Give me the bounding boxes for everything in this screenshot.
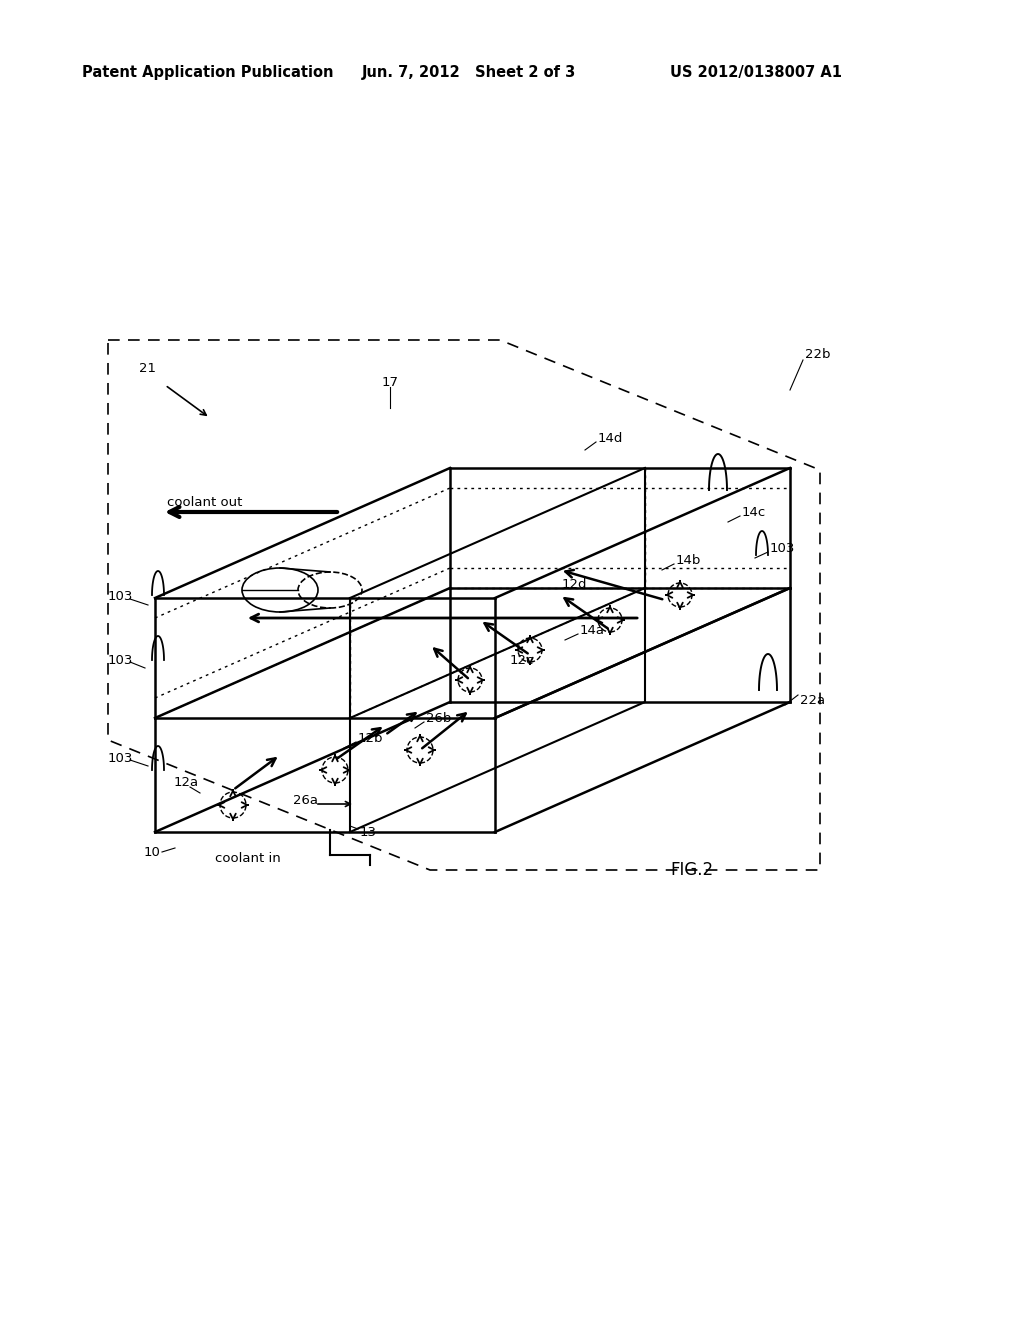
Text: Jun. 7, 2012   Sheet 2 of 3: Jun. 7, 2012 Sheet 2 of 3 <box>362 65 577 79</box>
Text: 22a: 22a <box>800 693 825 706</box>
Text: US 2012/0138007 A1: US 2012/0138007 A1 <box>670 65 842 79</box>
Text: Patent Application Publication: Patent Application Publication <box>82 65 334 79</box>
Text: 13: 13 <box>360 826 377 840</box>
Text: 103: 103 <box>108 653 133 667</box>
Text: 12d: 12d <box>562 578 588 591</box>
Text: 103: 103 <box>108 590 133 603</box>
Text: 103: 103 <box>108 751 133 764</box>
Text: 14c: 14c <box>742 506 766 519</box>
Text: 12a: 12a <box>174 776 199 789</box>
Text: 14b: 14b <box>676 553 701 566</box>
Text: 14d: 14d <box>598 432 624 445</box>
Text: 26b: 26b <box>426 711 452 725</box>
Text: 10: 10 <box>143 846 160 858</box>
Text: 26a: 26a <box>293 793 318 807</box>
Text: 17: 17 <box>382 375 398 388</box>
Text: 21: 21 <box>139 362 157 375</box>
Text: 22b: 22b <box>805 348 830 362</box>
Text: coolant out: coolant out <box>167 496 243 510</box>
Text: 12b: 12b <box>358 731 384 744</box>
Text: 12c: 12c <box>510 653 535 667</box>
Text: 103: 103 <box>770 541 796 554</box>
Text: FIG.2: FIG.2 <box>670 861 713 879</box>
Text: coolant in: coolant in <box>215 851 281 865</box>
Text: 14a: 14a <box>580 623 605 636</box>
